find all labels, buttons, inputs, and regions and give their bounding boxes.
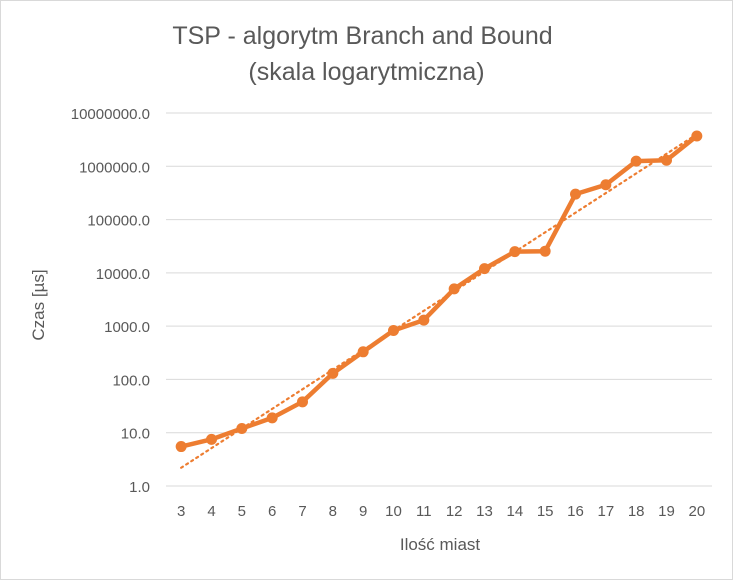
trendline-layer <box>180 133 698 469</box>
x-tick-label: 17 <box>597 503 614 520</box>
x-tick-label: 12 <box>446 503 463 520</box>
data-point <box>357 346 369 358</box>
data-point <box>570 188 581 200</box>
x-tick-label: 10 <box>385 503 402 520</box>
x-tick-label: 19 <box>658 503 675 520</box>
y-tick-label: 100.0 <box>112 372 150 389</box>
data-point <box>509 246 521 258</box>
gridlines <box>166 112 712 487</box>
trendline <box>180 133 698 469</box>
x-tick-label: 7 <box>298 503 306 520</box>
x-tick-label: 20 <box>688 503 705 520</box>
data-point <box>418 314 430 326</box>
data-point <box>266 412 278 424</box>
x-tick-label: 13 <box>476 503 493 520</box>
y-tick-label: 10000000.0 <box>71 106 150 123</box>
series-line <box>178 133 700 449</box>
x-tick-label: 8 <box>329 503 337 520</box>
x-tick-label: 14 <box>506 503 523 520</box>
x-tick-label: 16 <box>567 503 584 520</box>
data-point <box>479 263 490 275</box>
data-point <box>388 324 399 336</box>
data-point <box>691 130 703 142</box>
x-tick-label: 4 <box>207 503 215 520</box>
x-tick-label: 3 <box>177 503 185 520</box>
data-point <box>206 433 217 445</box>
data-point <box>175 441 187 453</box>
x-tick-label: 15 <box>537 503 554 520</box>
y-tick-label: 10000.0 <box>96 266 150 283</box>
data-point <box>661 154 672 166</box>
y-axis-label: Czas [µs] <box>29 269 48 340</box>
y-tick-label: 10.0 <box>121 426 150 443</box>
chart-title-line-2: (skala logarytmiczna) <box>248 58 485 86</box>
y-tick-label: 100000.0 <box>87 213 150 230</box>
data-point <box>236 422 248 434</box>
y-tick-label: 1000000.0 <box>79 159 150 176</box>
y-tick-label: 1.0 <box>129 479 150 496</box>
y-tick-labels: 1.0 10.0 100.0 1000.0 10000.0 100000.0 1000000… <box>71 106 150 496</box>
data-point <box>630 155 642 167</box>
x-tick-label: 6 <box>268 503 276 520</box>
data-point <box>327 367 339 379</box>
x-tick-labels: 3 4 5 6 7 8 9 10 11 12 13 14 15 16 17 18 19 20 <box>177 503 705 520</box>
series-layer <box>175 130 703 453</box>
x-tick-label: 11 <box>416 503 432 520</box>
x-tick-label: 9 <box>359 503 367 520</box>
data-point <box>297 396 308 408</box>
data-point <box>539 245 551 257</box>
x-tick-label: 18 <box>628 503 645 520</box>
x-axis-label: Ilość miast <box>400 535 481 554</box>
data-point <box>448 283 460 295</box>
chart-title-line-1: TSP - algorytm Branch and Bound <box>172 22 553 50</box>
x-tick-label: 5 <box>238 503 246 520</box>
data-point <box>600 179 612 191</box>
y-tick-label: 1000.0 <box>104 319 150 336</box>
